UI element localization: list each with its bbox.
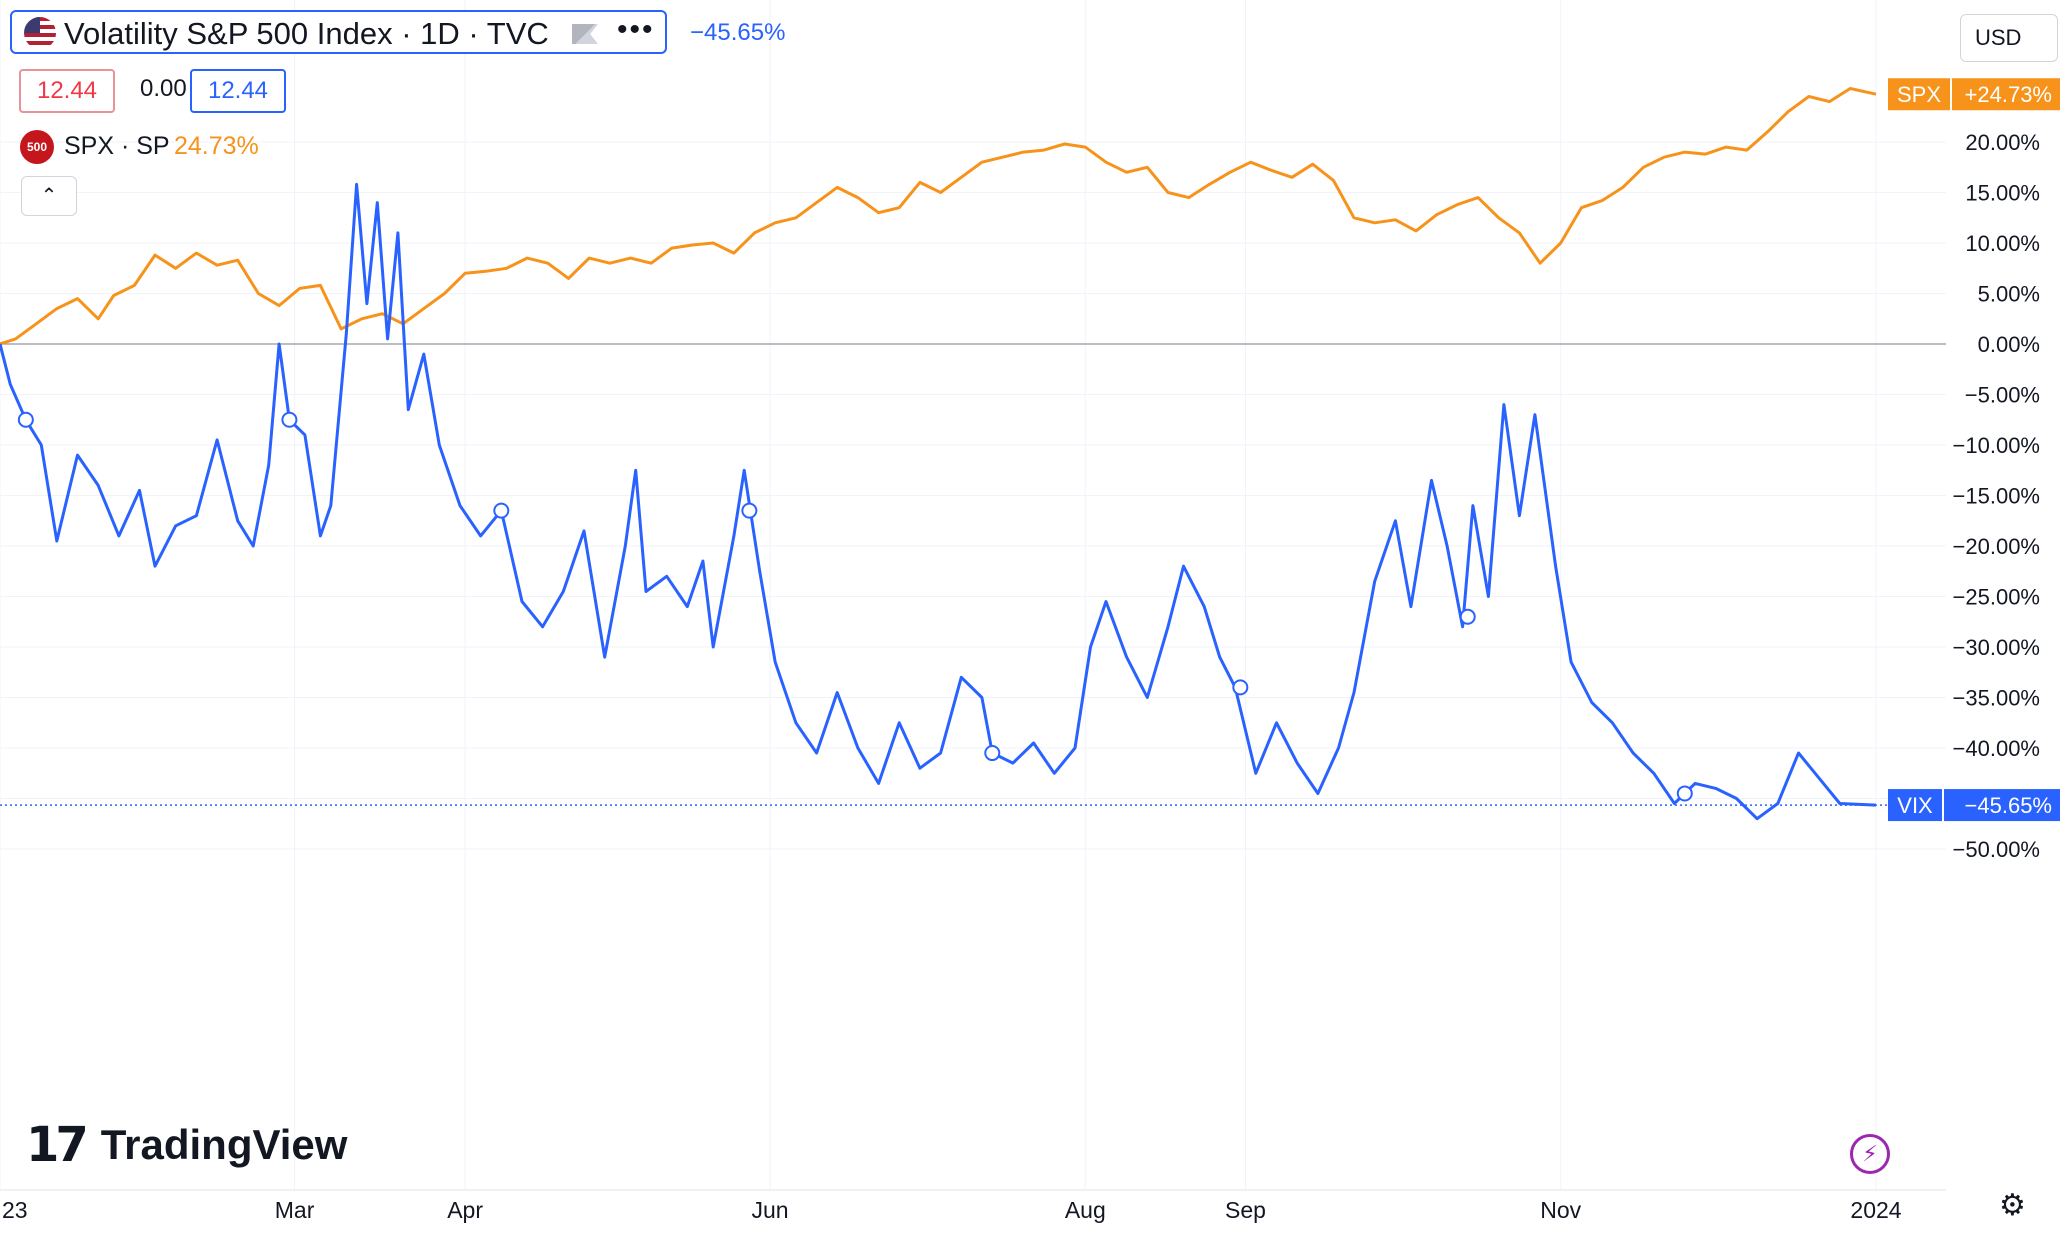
x-tick-label: Sep: [1225, 1197, 1266, 1223]
open-value[interactable]: 12.44: [19, 69, 115, 113]
x-tick-label: Jun: [751, 1197, 788, 1223]
close-value[interactable]: 12.44: [190, 69, 286, 113]
last-value-badge: [1944, 789, 2060, 822]
tradingview-logo[interactable]: 17 TradingView: [26, 1117, 347, 1173]
x-tick-label: Mar: [275, 1197, 315, 1223]
vix-event-marker[interactable]: [1459, 608, 1476, 625]
last-value-text: +24.73%: [1965, 82, 2052, 107]
last-symbol-text: SPX: [1897, 82, 1941, 107]
vix-event-marker[interactable]: [17, 411, 34, 428]
vix-event-marker[interactable]: [741, 502, 758, 519]
tradingview-wordmark: TradingView: [100, 1121, 348, 1168]
tradingview-mark-icon: 17: [26, 1117, 89, 1173]
vix-series-line: [0, 182, 1877, 821]
y-tick-label: 5.00%: [1978, 282, 2040, 307]
last-symbol-badge: [1888, 78, 1950, 111]
y-tick-label: −50.00%: [1953, 837, 2040, 862]
last-value-text: −45.65%: [1965, 793, 2052, 818]
y-tick-label: 10.00%: [1965, 231, 2040, 256]
vix-percent-change: −45.65%: [690, 19, 786, 46]
x-tick-label: 23: [2, 1197, 28, 1223]
more-options-icon[interactable]: •••: [617, 13, 655, 46]
y-tick-label: −35.00%: [1953, 686, 2040, 711]
us-flag-icon: [24, 17, 56, 49]
last-symbol-badge: [1888, 789, 1942, 822]
symbol-title: Volatility S&P 500 Index · 1D · TVC: [64, 16, 549, 51]
change-value: 0.00: [140, 75, 187, 102]
y-tick-label: −5.00%: [1965, 383, 2040, 408]
vix-event-marker[interactable]: [493, 502, 510, 519]
y-tick-label: −30.00%: [1953, 635, 2040, 660]
currency-selector[interactable]: USD: [1960, 14, 2058, 62]
vertical-gridlines: [0, 0, 1877, 1190]
spx-series-line: [0, 87, 1877, 346]
main-symbol-legend[interactable]: Volatility S&P 500 Index · 1D · TVC •••: [10, 10, 667, 54]
settings-gear-icon[interactable]: ⚙: [1999, 1189, 2026, 1222]
last-value-badge: [1952, 78, 2060, 111]
collapse-legend-button[interactable]: ⌃: [21, 176, 77, 216]
vix-event-marker[interactable]: [1232, 679, 1249, 696]
lightning-icon[interactable]: ⚡: [1850, 1134, 1890, 1174]
last-value-labels: SPX +24.73% VIX −45.65%: [1888, 78, 2060, 822]
vix-event-marker[interactable]: [281, 411, 298, 428]
y-tick-label: 20.00%: [1965, 130, 2040, 155]
y-tick-label: −20.00%: [1953, 534, 2040, 559]
vix-event-markers[interactable]: [17, 411, 1693, 802]
x-tick-label: 2024: [1850, 1197, 1901, 1223]
spx-logo-icon: 500: [20, 130, 54, 164]
y-tick-label: −15.00%: [1953, 484, 2040, 509]
y-tick-label: −10.00%: [1953, 433, 2040, 458]
vix-event-marker[interactable]: [1676, 785, 1693, 802]
x-tick-label: Apr: [447, 1197, 483, 1223]
y-tick-label: 15.00%: [1965, 181, 2040, 206]
last-symbol-text: VIX: [1897, 793, 1933, 818]
compare-percent-change: 24.73%: [174, 132, 259, 160]
vix-event-marker[interactable]: [984, 745, 1001, 762]
flag-icon[interactable]: [572, 24, 598, 44]
time-scale[interactable]: 23 Mar Apr Jun Aug Sep Nov 2024: [2, 1197, 1902, 1223]
y-tick-label: −40.00%: [1953, 736, 2040, 761]
y-tick-label: 0.00%: [1978, 332, 2040, 357]
x-tick-label: Nov: [1540, 1197, 1581, 1223]
price-scale[interactable]: 20.00% 15.00% 10.00% 5.00% 0.00% −5.00% −10.00…: [1953, 130, 2040, 862]
x-tick-label: Aug: [1065, 1197, 1106, 1223]
y-tick-label: −25.00%: [1953, 585, 2040, 610]
horizontal-gridlines: [0, 141, 1946, 850]
price-scale-background: [1946, 0, 2065, 1236]
compare-symbol-name[interactable]: SPX · SP: [64, 132, 170, 160]
